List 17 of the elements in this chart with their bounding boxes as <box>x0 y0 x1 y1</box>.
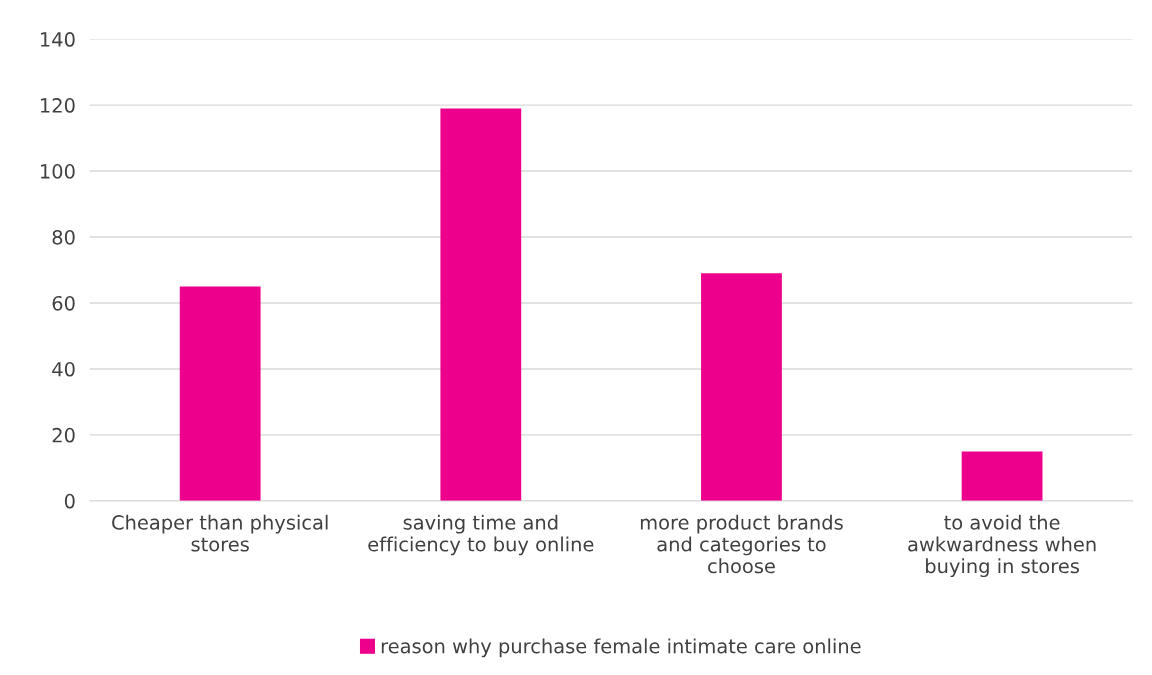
y-tick-label: 100 <box>40 164 75 179</box>
x-tick-label: saving time and efficiency to buy online <box>368 514 594 556</box>
bar <box>701 273 782 501</box>
y-tick-label: 80 <box>52 229 75 245</box>
x-tick-label: more product brands and categories to choose <box>640 514 843 574</box>
x-tick-label: to avoid the awkwardness when buying in stores <box>908 514 1096 578</box>
y-tick-label: 40 <box>52 361 75 377</box>
y-tick-label: 140 <box>40 32 75 47</box>
y-tick-label: 120 <box>40 98 75 113</box>
y-tick-label: 60 <box>52 295 75 311</box>
bar <box>179 286 261 501</box>
y-tick-label: 20 <box>52 427 75 443</box>
legend-label: reason why purchase female intimate care online <box>381 638 861 658</box>
x-tick-label: Cheaper than physical stores <box>112 514 328 552</box>
y-tick-label: 0 <box>64 493 75 509</box>
bar <box>440 108 522 501</box>
bar <box>961 451 1043 501</box>
